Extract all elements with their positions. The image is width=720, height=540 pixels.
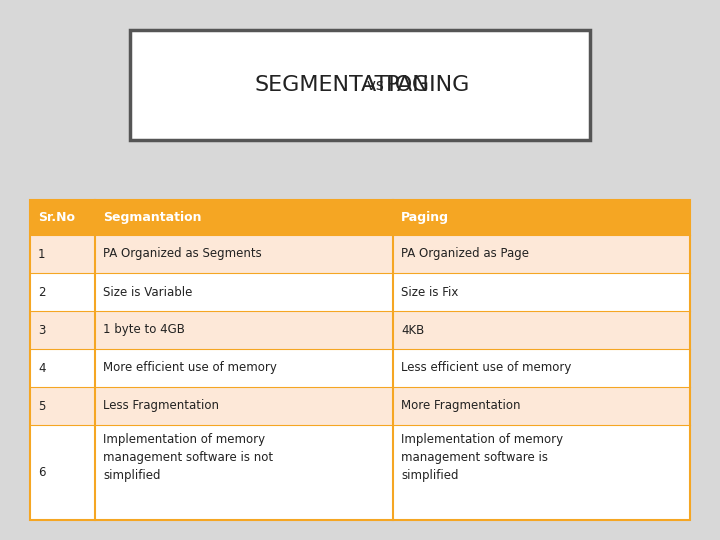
Text: Size is Variable: Size is Variable: [103, 286, 192, 299]
Bar: [30, 311, 690, 349]
Bar: [30, 235, 690, 273]
Bar: [30, 200, 690, 520]
Text: 5: 5: [38, 400, 45, 413]
Text: PA Organized as Page: PA Organized as Page: [401, 247, 529, 260]
Bar: [30, 387, 690, 425]
Text: Sr.No: Sr.No: [38, 211, 75, 224]
Text: 2: 2: [38, 286, 45, 299]
Text: Implementation of memory
management software is not
simplified: Implementation of memory management soft…: [103, 433, 273, 482]
Text: 3: 3: [38, 323, 45, 336]
Text: 6: 6: [38, 466, 45, 479]
Text: 4KB: 4KB: [401, 323, 424, 336]
Text: Implementation of memory
management software is
simplified: Implementation of memory management soft…: [401, 433, 563, 482]
Text: 1 byte to 4GB: 1 byte to 4GB: [103, 323, 185, 336]
Bar: [30, 200, 690, 235]
Text: More Fragmentation: More Fragmentation: [401, 400, 521, 413]
Text: 4: 4: [38, 361, 45, 375]
Text: Less efficient use of memory: Less efficient use of memory: [401, 361, 572, 375]
Text: Paging: Paging: [401, 211, 449, 224]
Bar: [30, 425, 690, 520]
Text: vs: vs: [362, 78, 389, 93]
Text: Less Fragmentation: Less Fragmentation: [103, 400, 219, 413]
Text: More efficient use of memory: More efficient use of memory: [103, 361, 277, 375]
Text: Segmantation: Segmantation: [103, 211, 202, 224]
Bar: [30, 349, 690, 387]
Text: PA Organized as Segments: PA Organized as Segments: [103, 247, 262, 260]
Text: PAGING: PAGING: [386, 75, 470, 95]
Text: 1: 1: [38, 247, 45, 260]
Text: Size is Fix: Size is Fix: [401, 286, 459, 299]
Bar: [130, 30, 590, 140]
Text: SEGMENTATION: SEGMENTATION: [255, 75, 430, 95]
Bar: [30, 273, 690, 311]
